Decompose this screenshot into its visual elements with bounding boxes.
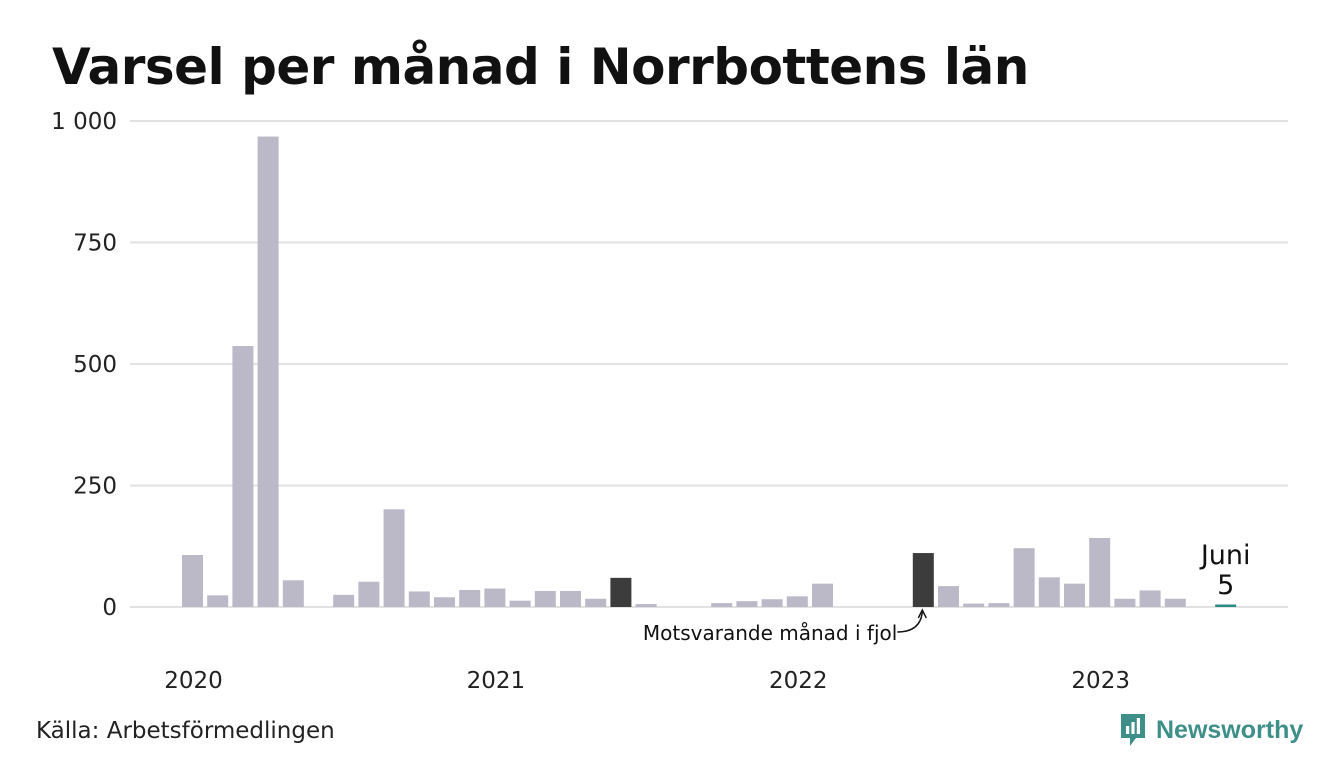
bar [358,581,380,607]
bar [1139,590,1161,607]
x-tick-label: 2021 [467,668,526,694]
y-tick-label: 750 [73,231,117,257]
bar [963,603,985,607]
bar [534,590,556,607]
bar [459,589,481,607]
y-tick-label: 0 [102,595,117,621]
bar [408,591,430,607]
brand-logo: Newsworthy [1118,712,1303,748]
bar [232,346,254,607]
page-title: Varsel per månad i Norrbottens län [52,38,1029,96]
bar [635,604,657,607]
y-axis-ticks: 0 250 500 750 1 000 [51,109,117,621]
x-tick-label: 2023 [1071,668,1130,694]
bar [182,554,203,607]
bar-highlight [912,553,934,607]
bar [1089,537,1111,607]
y-tick-label: 500 [73,352,117,378]
bar [761,599,783,607]
bar [383,509,405,607]
x-tick-label: 2020 [164,668,223,694]
bars [182,136,1237,607]
y-tick-label: 1 000 [51,109,117,135]
x-tick-label: 2022 [769,668,828,694]
bar [207,595,229,607]
source-note: Källa: Arbetsförmedlingen [36,718,335,744]
bar [434,597,455,607]
latest-month-label: Juni [1199,540,1251,571]
bar [711,603,733,607]
brand-name: Newsworthy [1156,715,1304,744]
bar [585,598,607,607]
bar-highlight [610,577,632,607]
bar [1038,577,1060,607]
bar [484,588,506,607]
bar [938,586,959,607]
latest-value-label: 5 [1217,570,1234,601]
bar [257,136,279,607]
bar [812,583,833,607]
bar [1164,598,1186,607]
gridlines [130,120,1288,608]
bar [1114,598,1136,607]
bar [786,596,808,607]
bar [282,580,304,607]
bar [1064,583,1085,607]
annotation-label: Motsvarande månad i fjol [643,621,897,645]
x-axis-ticks: 2020 2021 2022 2023 [164,668,1130,694]
bar [333,594,355,607]
bar [1013,548,1035,607]
bar-latest [1215,604,1237,607]
annotation-arrowhead [917,608,927,619]
bar [509,600,531,607]
newsworthy-logo-icon [1121,714,1145,746]
bar [736,601,758,607]
bar-chart: 0 250 500 750 1 000 2020 2021 2022 2023 Motsvar… [51,109,1288,694]
annotation-arrow [897,611,923,633]
y-tick-label: 250 [73,474,117,500]
bar [560,590,581,607]
bar [988,603,1010,607]
